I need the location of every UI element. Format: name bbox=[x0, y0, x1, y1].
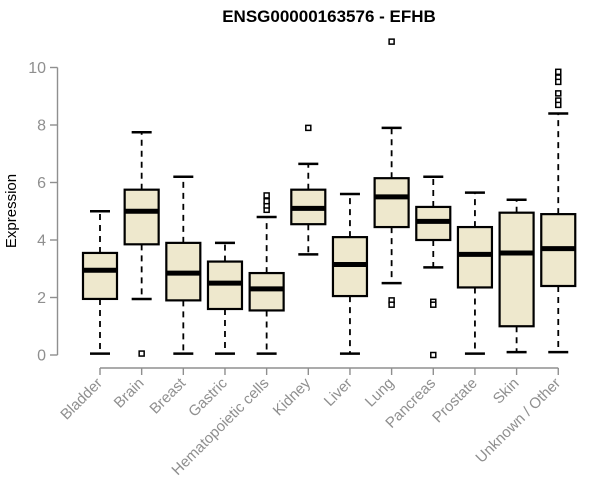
box-prostate bbox=[456, 191, 494, 355]
x-tick-label: Bladder bbox=[57, 375, 106, 424]
box-hematopoietic-cells bbox=[248, 192, 285, 355]
outlier-point bbox=[305, 124, 312, 132]
outlier-point bbox=[263, 197, 270, 205]
outlier-point bbox=[430, 351, 437, 359]
plot-area bbox=[81, 38, 577, 359]
box-rect bbox=[373, 177, 410, 229]
box-skin bbox=[498, 198, 535, 354]
x-tick-label: Breast bbox=[146, 374, 189, 417]
y-tick-label: 4 bbox=[37, 233, 46, 250]
y-tick-label: 8 bbox=[37, 118, 46, 135]
box-lung bbox=[373, 38, 410, 308]
box-liver bbox=[331, 192, 369, 355]
x-tick-label: Brain bbox=[111, 375, 148, 412]
x-tick-label: Skin bbox=[490, 375, 523, 408]
box-gastric bbox=[206, 241, 244, 355]
box-breast bbox=[165, 175, 202, 355]
box-bladder bbox=[81, 210, 119, 355]
y-tick-label: 2 bbox=[37, 290, 46, 307]
y-axis: 0 2 4 6 8 10 bbox=[28, 60, 59, 365]
x-tick-label: Liver bbox=[321, 375, 356, 410]
outlier-point bbox=[388, 301, 395, 308]
outlier-point bbox=[430, 301, 437, 308]
x-tick-label: Lung bbox=[362, 375, 398, 411]
outlier-point bbox=[138, 350, 145, 357]
outlier-point bbox=[388, 38, 395, 45]
box-unknown-other bbox=[540, 68, 577, 354]
y-tick-label: 6 bbox=[37, 175, 46, 192]
box-rect bbox=[498, 211, 535, 328]
outlier-point bbox=[555, 90, 562, 97]
outlier-point bbox=[555, 68, 562, 76]
box-kidney bbox=[290, 124, 327, 256]
x-tick-label: Prostate bbox=[429, 375, 481, 427]
outlier-point bbox=[263, 192, 270, 199]
chart-title: ENSG00000163576 - EFHB bbox=[222, 7, 436, 26]
box-brain bbox=[123, 130, 160, 357]
y-tick-label: 10 bbox=[28, 60, 46, 77]
outlier-point bbox=[555, 78, 562, 86]
box-rect bbox=[456, 225, 494, 289]
box-rect bbox=[81, 251, 119, 301]
box-rect bbox=[248, 271, 285, 312]
box-pancreas bbox=[415, 175, 452, 359]
y-axis-title: Expression bbox=[3, 174, 20, 248]
outlier-point bbox=[555, 101, 562, 109]
x-tick-label: Kidney bbox=[270, 374, 315, 419]
box-rect bbox=[123, 188, 160, 246]
y-tick-label: 0 bbox=[37, 348, 46, 365]
